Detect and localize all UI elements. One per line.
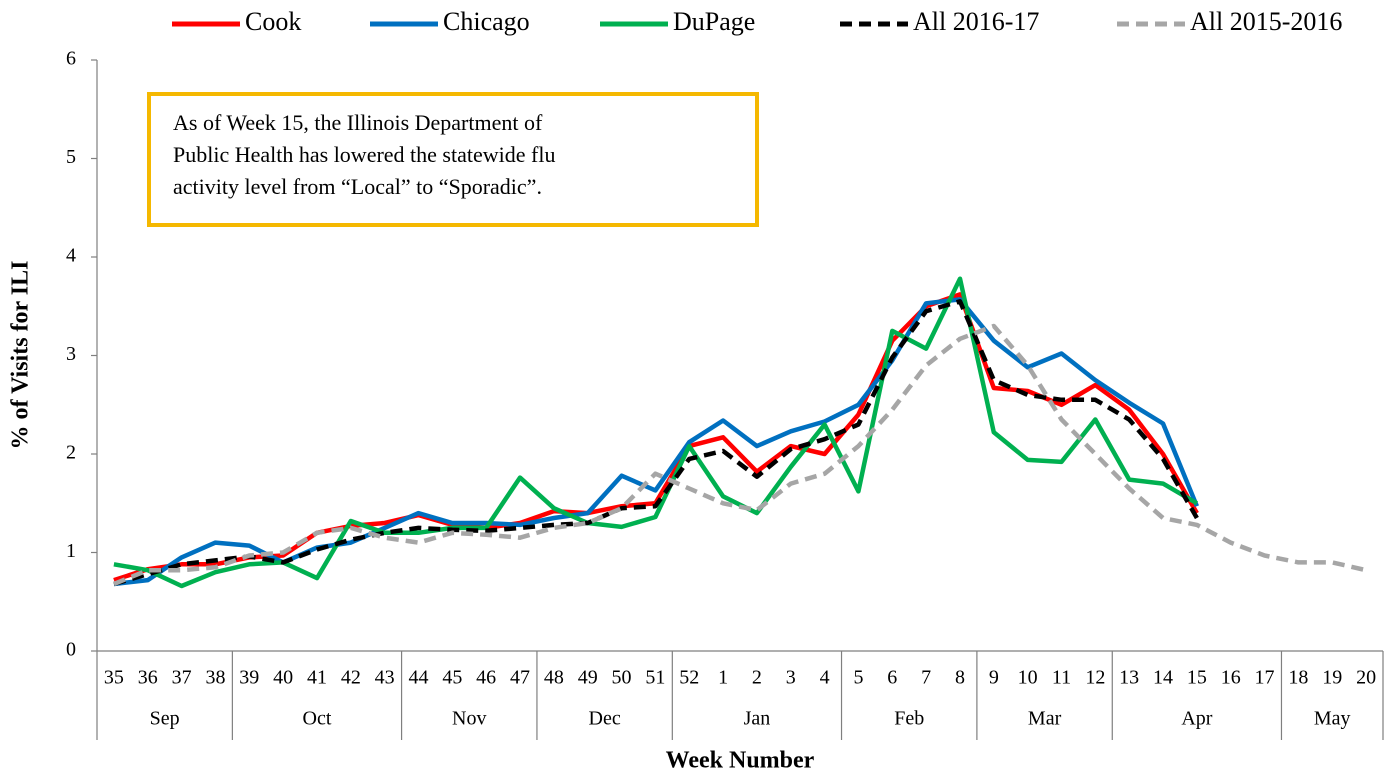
x-tick-label: 2 <box>752 667 762 689</box>
group-label: Mar <box>1028 708 1062 730</box>
x-tick-label: 5 <box>853 667 863 689</box>
x-tick-label: 50 <box>612 667 632 689</box>
annotation-text: activity level from “Local” to “Sporadic… <box>173 174 542 199</box>
y-tick-label: 6 <box>66 48 76 70</box>
x-tick-label: 7 <box>921 667 931 689</box>
series-line <box>113 276 1199 589</box>
x-tick-label: 17 <box>1255 667 1275 689</box>
series-line <box>113 297 1199 587</box>
x-tick-label: 1 <box>718 667 728 689</box>
group-label: Sep <box>150 708 180 730</box>
x-tick-label: 41 <box>307 667 327 689</box>
x-tick-label: 13 <box>1119 667 1139 689</box>
group-label: May <box>1314 708 1351 730</box>
y-axis-title: % of Visits for ILI <box>8 261 34 450</box>
x-tick-label: 16 <box>1221 667 1241 689</box>
legend-label: Chicago <box>443 7 530 36</box>
group-label: Dec <box>589 708 621 730</box>
x-tick-label: 20 <box>1356 667 1376 689</box>
annotation-box <box>147 92 759 227</box>
group-label: Oct <box>303 708 332 730</box>
x-tick-label: 45 <box>442 667 462 689</box>
x-tick-label: 52 <box>679 667 699 689</box>
legend-label: DuPage <box>673 7 755 36</box>
x-tick-label: 40 <box>273 667 293 689</box>
series-line <box>113 292 1199 583</box>
x-tick-label: 47 <box>510 667 530 689</box>
y-tick-label: 3 <box>66 343 76 365</box>
x-tick-label: 12 <box>1085 667 1105 689</box>
x-tick-label: 35 <box>104 667 124 689</box>
group-label: Nov <box>452 708 486 730</box>
x-tick-label: 3 <box>786 667 796 689</box>
x-tick-label: 14 <box>1153 667 1173 689</box>
annotation-text: Public Health has lowered the statewide … <box>173 142 555 167</box>
x-tick-label: 39 <box>239 667 259 689</box>
x-tick-label: 8 <box>955 667 965 689</box>
x-tick-label: 4 <box>820 667 830 689</box>
legend-label: All 2015-2016 <box>1190 7 1342 36</box>
x-tick-label: 46 <box>476 667 496 689</box>
x-tick-label: 15 <box>1187 667 1207 689</box>
x-tick-label: 11 <box>1052 667 1071 689</box>
series-line <box>113 323 1367 587</box>
legend-label: Cook <box>245 7 301 36</box>
x-tick-label: 19 <box>1322 667 1342 689</box>
legend-label: All 2016-17 <box>913 7 1039 36</box>
x-tick-label: 6 <box>887 667 897 689</box>
x-tick-label: 18 <box>1288 667 1308 689</box>
x-tick-label: 38 <box>205 667 225 689</box>
x-tick-label: 51 <box>645 667 665 689</box>
x-tick-label: 10 <box>1018 667 1038 689</box>
group-label: Feb <box>894 708 924 730</box>
group-label: Apr <box>1181 708 1212 730</box>
annotation-text: As of Week 15, the Illinois Department o… <box>173 110 543 135</box>
y-tick-label: 5 <box>66 146 76 168</box>
x-tick-label: 49 <box>578 667 598 689</box>
x-tick-label: 9 <box>989 667 999 689</box>
x-tick-label: 48 <box>544 667 564 689</box>
x-axis-title: Week Number <box>666 748 815 774</box>
x-tick-label: 44 <box>409 667 429 689</box>
x-tick-label: 37 <box>172 667 192 689</box>
x-tick-label: 42 <box>341 667 361 689</box>
y-tick-label: 1 <box>66 540 76 562</box>
y-tick-label: 0 <box>66 639 76 661</box>
y-tick-label: 4 <box>66 245 76 267</box>
series-line <box>113 299 1199 587</box>
group-label: Jan <box>744 708 771 730</box>
y-tick-label: 2 <box>66 442 76 464</box>
x-tick-label: 43 <box>375 667 395 689</box>
x-tick-label: 36 <box>138 667 158 689</box>
